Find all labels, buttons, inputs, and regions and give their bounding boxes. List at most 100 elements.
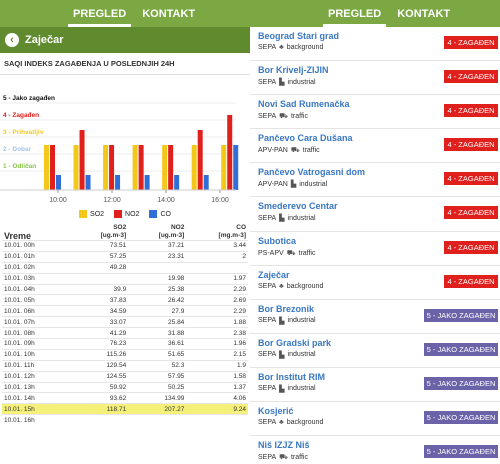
stations-list-panel: PREGLED KONTAKT Beograd Stari grad SEPA ♣ b… [250, 0, 500, 464]
station-type: background [286, 282, 324, 290]
station-name[interactable]: Bor Krivelj-ZIJIN [258, 65, 329, 76]
station-network: APV-PAN [258, 180, 288, 188]
legend-label: SO2 [90, 210, 105, 218]
station-name[interactable]: Pančevo Vatrogasni dom [258, 167, 366, 178]
col-header-vreme: Vreme [4, 231, 32, 241]
station-name[interactable]: Subotica [258, 235, 297, 246]
station-network: SEPA [258, 113, 277, 121]
table-row: 10.01. 14h 93.62 134.99 4.06 [2, 392, 248, 404]
no2-unit: [ug.m-3] [158, 232, 185, 239]
station-meta: SEPA ♣ background [258, 283, 500, 290]
station-item[interactable]: Smederevo Centar SEPA ▙ industrial 4 - ZAGAĐ… [250, 197, 500, 232]
cell-so2: 57.25 [70, 250, 129, 263]
legend-item-no2: NO2 [114, 210, 139, 218]
station-meta: SEPA ▙ industrial [258, 351, 500, 359]
station-type: industrial [287, 385, 316, 393]
bar-so2 [191, 145, 197, 190]
table-row: 10.01. 03h 19.98 1.97 [2, 272, 248, 285]
station-item[interactable]: Kosjerić SEPA ♣ background 5 - JAKO ZAGAĐEN [250, 402, 500, 437]
station-name[interactable]: Bor Institut RIM [258, 371, 325, 382]
cell-co: 2.69 [186, 294, 248, 306]
cell-time: 10.01. 14h [2, 392, 71, 404]
cell-no2: 25.38 [128, 283, 187, 295]
car-icon: ⛟ [290, 147, 300, 155]
status-badge: 4 - ZAGAĐEN [444, 36, 498, 49]
station-item[interactable]: Bor Krivelj-ZIJIN SEPA ▙ industrial 4 - ZAGA… [250, 61, 500, 96]
city-detail-panel: PREGLED KONTAKT ‹ Zaječar SAQI INDEKS ZA… [0, 0, 250, 426]
cell-no2: 31.88 [128, 327, 187, 339]
cell-no2: 23.31 [128, 250, 187, 263]
station-item[interactable]: Bor Gradski park SEPA ▙ industrial 5 - JAKO … [250, 334, 500, 368]
station-type: traffic [290, 454, 308, 462]
table-row: 10.01. 00h 73.51 37.21 3.44 [2, 240, 248, 252]
station-item[interactable]: Bor Institut RIM SEPA ▙ industrial 5 - JAKO … [250, 368, 500, 403]
station-name[interactable]: Kosjerić [258, 406, 294, 417]
status-badge: 5 - JAKO ZAGAĐEN [424, 308, 498, 322]
station-name[interactable]: Novi Sad Rumenačka [258, 99, 350, 110]
tab-pregled-right[interactable]: PREGLED [323, 0, 387, 27]
cell-co: 1.88 [186, 316, 248, 328]
car-icon: ⛟ [279, 113, 288, 121]
city-title: Zaječar [25, 34, 64, 46]
tree-icon: ♣ [279, 44, 284, 51]
x-tick-label: 14:00 [157, 197, 175, 204]
table-row: 10.01. 16h [2, 414, 248, 426]
cell-co: 2.29 [186, 305, 248, 317]
station-name[interactable]: Zaječar [258, 269, 290, 280]
cell-time: 10.01. 02h [2, 261, 71, 274]
station-name[interactable]: Smederevo Centar [258, 201, 338, 212]
back-arrow-icon[interactable]: ‹ [5, 33, 19, 47]
co-unit: [mg.m-3] [218, 232, 246, 239]
station-network: SEPA [258, 385, 277, 393]
station-network: SEPA [258, 214, 277, 222]
station-item[interactable]: Bor Brezonik SEPA ▙ industrial 5 - JAKO ZAGA… [250, 300, 500, 334]
station-item[interactable]: Zaječar SEPA ♣ background 4 - ZAGAĐEN [250, 266, 500, 300]
cell-no2 [128, 414, 187, 426]
cell-no2: 51.65 [128, 348, 187, 361]
col-header-no2: NO2 [ug.m-3] [128, 224, 186, 241]
cell-co: 1.97 [186, 272, 248, 285]
cell-so2: 41.29 [70, 327, 129, 339]
bar-so2 [73, 145, 79, 190]
station-network: SEPA [258, 351, 277, 359]
table-row: 10.01. 05h 37.83 26.42 2.69 [2, 294, 248, 306]
station-item[interactable]: Beograd Stari grad SEPA ♣ background 4 - ZAG… [250, 27, 500, 62]
cell-no2: 134.99 [128, 392, 187, 404]
legend-label: CO [160, 210, 171, 218]
cell-co: 2.29 [186, 283, 248, 295]
bar-co [174, 175, 180, 190]
station-item[interactable]: Novi Sad Rumenačka SEPA ⛟ traffic 4 - ZAGAĐE… [250, 95, 500, 130]
cell-time: 10.01. 16h [2, 414, 71, 426]
cell-time: 10.01. 08h [2, 327, 71, 339]
status-badge: 4 - ZAGAĐEN [444, 206, 498, 220]
station-name[interactable]: Niš IZJZ Niš [258, 440, 310, 451]
station-meta: SEPA ♣ background [258, 44, 500, 51]
bar-co [56, 175, 61, 190]
bar-so2 [103, 145, 109, 190]
cell-so2: 76.23 [70, 338, 129, 350]
station-item[interactable]: Pančevo Cara Dušana APV-PAN ⛟ traffic 4 - ZA… [250, 129, 500, 164]
status-badge: 4 - ZAGAĐEN [444, 172, 498, 186]
station-name[interactable]: Bor Brezonik [258, 303, 315, 314]
measurements-table: Vreme SO2 [ug.m-3] NO2 [ug.m-3] CO [mg.m-3]… [2, 224, 248, 426]
station-item[interactable]: Pančevo Vatrogasni dom APV-PAN ▙ industrial… [250, 163, 500, 198]
bar-no2 [138, 145, 144, 190]
cell-co: 2.38 [186, 327, 248, 339]
station-item[interactable]: Niš IZJZ Niš SEPA ⛟ traffic 5 - JAKO ZAGAĐEN [250, 436, 500, 464]
tab-kontakt[interactable]: KONTAKT [142, 7, 196, 20]
station-item[interactable]: Subotica PS-APV ⛟ traffic 4 - ZAGAĐEN [250, 232, 500, 266]
station-name[interactable]: Bor Gradski park [258, 337, 332, 348]
station-network: SEPA [258, 419, 277, 427]
bar-co [115, 175, 121, 190]
bar-no2 [79, 130, 85, 190]
top-nav-right: PREGLED KONTAKT [250, 0, 500, 27]
cell-so2: 129.54 [70, 359, 129, 372]
tab-kontakt-right[interactable]: KONTAKT [397, 7, 451, 20]
cell-time: 10.01. 12h [2, 370, 71, 383]
table-row: 10.01. 09h 76.23 36.61 1.96 [2, 338, 248, 350]
tab-pregled[interactable]: PREGLED [68, 0, 132, 27]
station-name[interactable]: Beograd Stari grad [258, 31, 340, 41]
top-nav: PREGLED KONTAKT [0, 0, 250, 27]
station-name[interactable]: Pančevo Cara Dušana [258, 133, 353, 144]
station-meta: SEPA ⛟ traffic [258, 112, 500, 121]
